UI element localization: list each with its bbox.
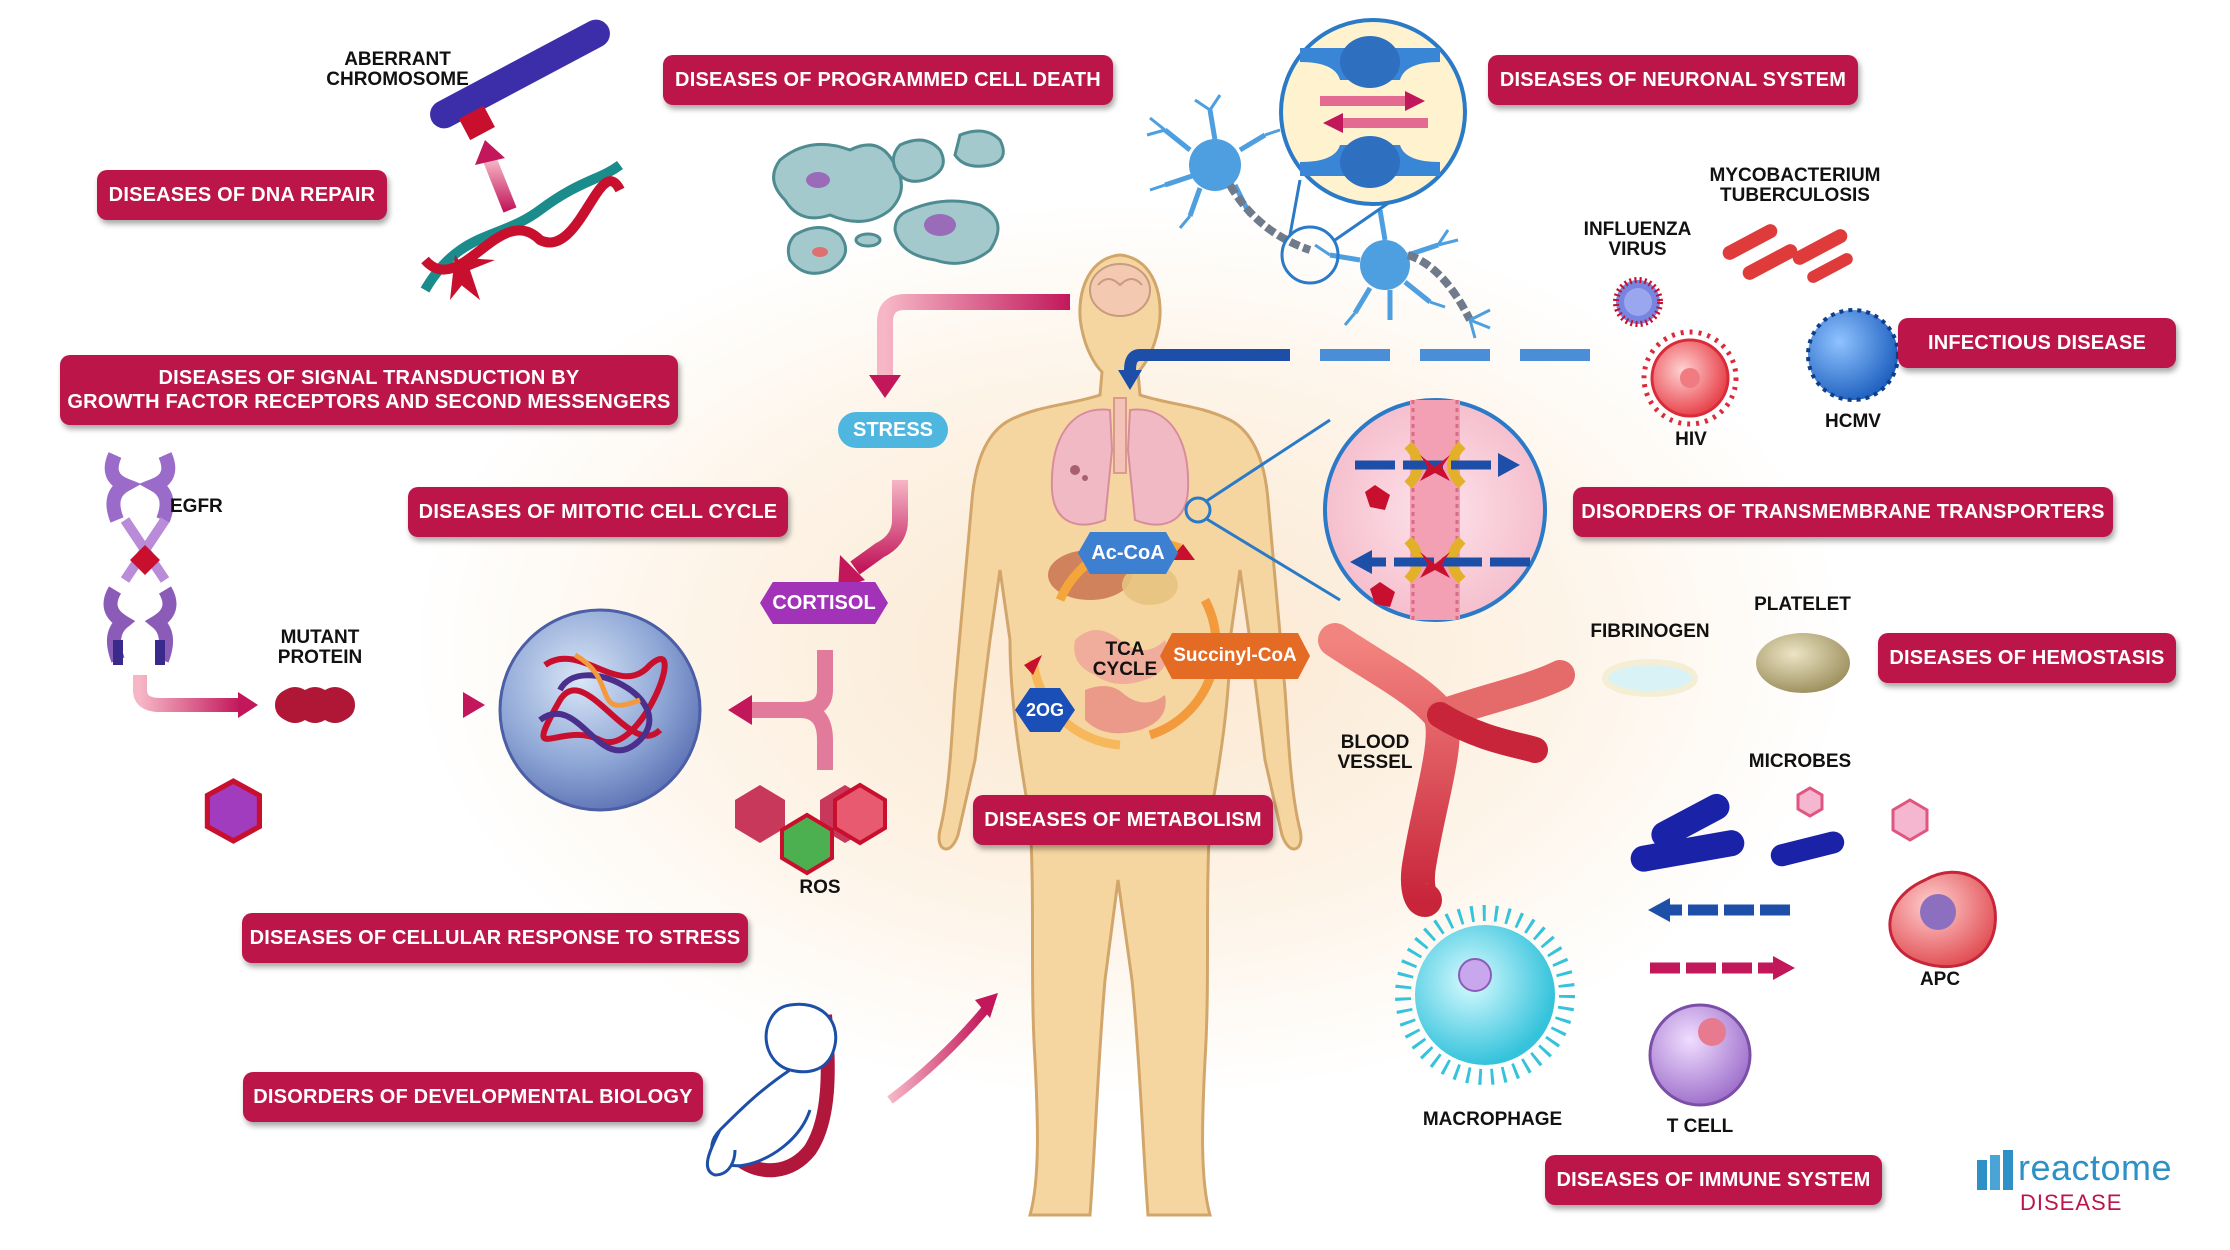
platelet (1756, 633, 1850, 693)
badge-programmed-cell-death[interactable]: DISEASES OF PROGRAMMED CELL DEATH (663, 55, 1113, 105)
badge-signal-transduction[interactable]: DISEASES OF SIGNAL TRANSDUCTION BY GROWT… (60, 355, 678, 425)
ros-cortisol-merge-arrow (728, 650, 833, 770)
apc-cell (1888, 870, 1997, 969)
badge-transmembrane-transporters[interactable]: DISORDERS OF TRANSMEMBRANE TRANSPORTERS (1573, 487, 2113, 537)
badge-cellular-response-to-stress[interactable]: DISEASES OF CELLULAR RESPONSE TO STRESS (242, 913, 748, 963)
hiv-virus (1641, 329, 1739, 427)
badge-immune-system[interactable]: DISEASES OF IMMUNE SYSTEM (1545, 1155, 1882, 1205)
egfr-to-protein-arrow (133, 675, 258, 718)
influenza-virus (1613, 277, 1663, 327)
label-mycobacterium-tuberculosis: MYCOBACTERIUM TUBERCULOSIS (1709, 165, 1881, 206)
synapse-inset (1279, 18, 1467, 206)
immune-arrows (1648, 898, 1795, 980)
label-mutant-protein: MUTANT PROTEIN (277, 627, 363, 668)
badge-infectious-disease[interactable]: INFECTIOUS DISEASE (1898, 318, 2176, 368)
label-hiv: HIV (1675, 429, 1707, 450)
label-tca-cycle: TCA CYCLE (1092, 639, 1158, 680)
badge-dna-repair[interactable]: DISEASES OF DNA REPAIR (97, 170, 387, 220)
reactome-logo-icon (1977, 1150, 2013, 1190)
ac-coa-pill: Ac-CoA (1078, 532, 1178, 574)
ros-molecules (204, 778, 887, 876)
fibrinogen (1602, 659, 1698, 697)
pathogen-dashed-arrow (1118, 349, 1590, 390)
badge-metabolism[interactable]: DISEASES OF METABOLISM (973, 795, 1273, 845)
stress-pill: STRESS (838, 412, 948, 448)
apoptotic-cells (772, 129, 1005, 275)
badge-developmental-biology[interactable]: DISORDERS OF DEVELOPMENTAL BIOLOGY (243, 1072, 703, 1122)
macrophage (1395, 905, 1575, 1085)
dna-helix (420, 160, 625, 300)
human-body (937, 253, 1303, 1217)
stress-arrow (838, 294, 1070, 590)
dna-to-chromosome-arrow (475, 140, 517, 213)
membrane-inset (1184, 398, 1547, 622)
mycobacterium-tuberculosis (1722, 224, 1853, 283)
neurons (1146, 94, 1491, 339)
egfr-receptor (103, 452, 177, 665)
mutant-protein (275, 687, 355, 723)
microbes (1630, 786, 1929, 872)
label-fibrinogen: FIBRINOGEN (1590, 621, 1710, 642)
reactome-logo-subtitle: DISEASE (2020, 1190, 2123, 1215)
fetus (705, 1002, 838, 1178)
label-t-cell: T CELL (1666, 1116, 1734, 1137)
label-aberrant-chromosome: ABERRANT CHROMOSOME (326, 49, 469, 90)
badge-mitotic-cell-cycle[interactable]: DISEASES OF MITOTIC CELL CYCLE (408, 487, 788, 537)
badge-hemostasis[interactable]: DISEASES OF HEMOSTASIS (1878, 633, 2176, 683)
label-microbes: MICROBES (1748, 751, 1852, 772)
reactome-logo: reactome (2018, 1147, 2173, 1188)
fetus-to-body-arrow (887, 993, 998, 1104)
protein-to-nucleus-arrow (385, 692, 485, 718)
label-apc: APC (1919, 969, 1961, 990)
blood-vessel (1318, 623, 1575, 917)
label-ros: ROS (799, 877, 841, 898)
cell-nucleus (498, 608, 702, 812)
succinyl-coa-pill: Succinyl-CoA (1160, 633, 1310, 679)
t-cell (1648, 1003, 1752, 1107)
label-blood-vessel: BLOOD VESSEL (1337, 732, 1413, 773)
hcmv-virus (1806, 308, 1900, 402)
cortisol-pill: CORTISOL (760, 582, 888, 624)
label-influenza-virus: INFLUENZA VIRUS (1583, 219, 1692, 260)
aberrant-chromosome (430, 19, 610, 141)
label-platelet: PLATELET (1754, 594, 1851, 615)
label-hcmv: HCMV (1825, 411, 1881, 432)
badge-neuronal-system[interactable]: DISEASES OF NEURONAL SYSTEM (1488, 55, 1858, 105)
label-macrophage: MACROPHAGE (1422, 1109, 1563, 1130)
label-egfr: EGFR (170, 496, 223, 517)
